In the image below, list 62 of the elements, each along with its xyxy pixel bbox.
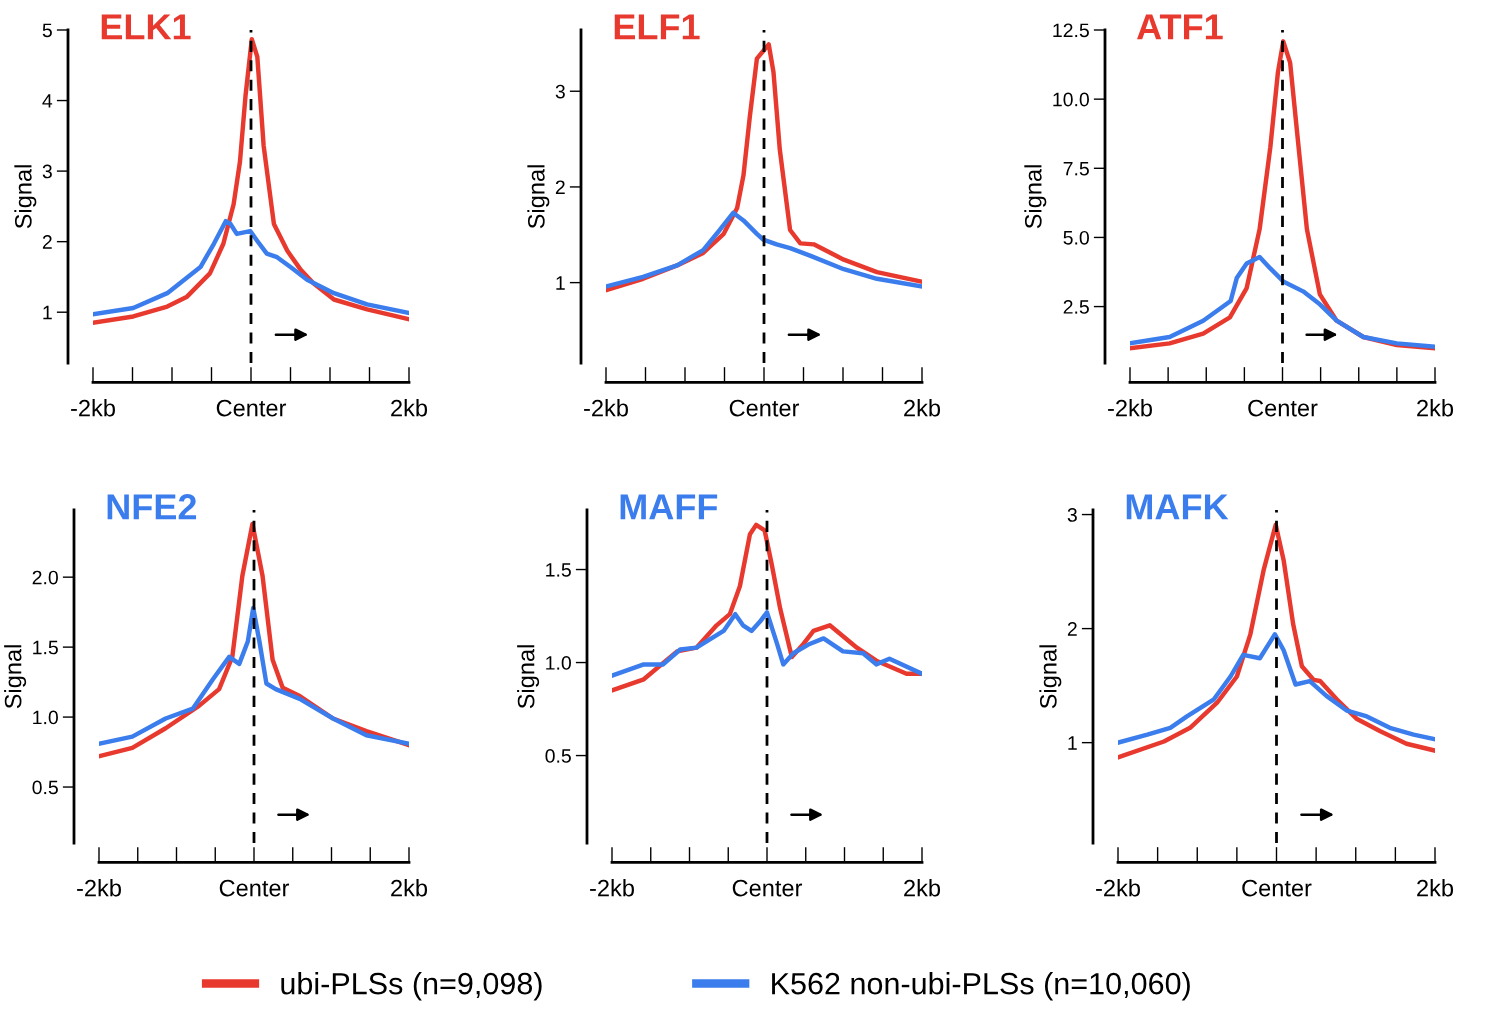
y-tick-label: 1.0 [546, 656, 571, 670]
y-tick-label: 10.0 [1053, 92, 1089, 107]
x-tick-label: -2kb [590, 879, 634, 897]
x-tick-label: Center [729, 399, 800, 417]
y-tick-label: 2 [1067, 622, 1077, 636]
y-tick-label: 5 [42, 23, 52, 38]
y-tick-label: 3 [42, 164, 52, 179]
y-tick-label: 2.5 [1063, 300, 1089, 314]
y-tick-label: 5.0 [1063, 230, 1089, 245]
line-series [99, 605, 409, 746]
chart-title: NFE2 [107, 494, 197, 520]
x-tick-label: 2kb [1417, 879, 1454, 897]
x-tick-label: 2kb [904, 399, 941, 417]
line-series [1118, 632, 1435, 745]
y-tick-label: 1.5 [33, 640, 58, 655]
x-tick-label: Center [216, 399, 287, 417]
y-tick-label: 7.5 [1063, 161, 1089, 176]
y-tick-label: 12.5 [1053, 23, 1089, 38]
x-tick-label: Center [219, 879, 290, 897]
y-axis-title: Signal [517, 645, 540, 709]
x-tick-label: -2kb [77, 879, 121, 897]
y-tick-label: 2 [42, 235, 52, 249]
line-series [612, 610, 922, 678]
y-tick-label: 0.5 [545, 749, 571, 763]
x-tick-label: 2kb [1417, 399, 1454, 417]
y-axis-title: Signal [527, 165, 550, 229]
y-tick-label: 2 [555, 180, 565, 194]
y-tick-label: 1 [556, 276, 565, 290]
x-tick-label: -2kb [1108, 399, 1152, 417]
x-tick-label: Center [732, 879, 803, 897]
y-tick-label: 3 [1067, 508, 1077, 522]
y-tick-label: 0.5 [32, 780, 58, 795]
x-tick-label: Center [1248, 399, 1318, 417]
line-series [606, 210, 922, 289]
y-axis-title: Signal [1039, 645, 1062, 709]
x-tick-label: 2kb [391, 399, 428, 417]
x-tick-label: -2kb [584, 399, 628, 417]
chart-title: MAFF [620, 494, 718, 520]
chart-title: MAFK [1126, 494, 1229, 520]
y-tick-label: 4 [42, 94, 53, 108]
chart-title: ELK1 [101, 14, 191, 40]
y-tick-label: 2.0 [32, 570, 58, 585]
legend-label: K562 non-ubi-PLSs (n=10,060) [772, 972, 1190, 1001]
chart-title: ELF1 [614, 14, 700, 40]
y-tick-label: 3 [555, 84, 565, 99]
x-tick-label: -2kb [1096, 879, 1140, 897]
y-tick-label: 1 [43, 305, 52, 320]
y-axis-title: Signal [4, 645, 27, 709]
y-tick-label: 1.0 [33, 710, 58, 725]
x-tick-label: 2kb [391, 879, 428, 897]
y-axis-title: Signal [14, 165, 37, 229]
y-axis-title: Signal [1024, 165, 1047, 229]
line-series [1130, 254, 1435, 349]
x-tick-label: -2kb [71, 399, 115, 417]
y-tick-label: 1 [1068, 736, 1077, 750]
legend-label: ubi-PLSs (n=9,098) [281, 972, 542, 1001]
line-series [93, 218, 409, 317]
line-series [1118, 522, 1435, 760]
x-tick-label: 2kb [904, 879, 941, 897]
chart-title: ATF1 [1137, 14, 1223, 40]
x-tick-label: Center [1242, 879, 1312, 897]
y-tick-label: 1.5 [546, 563, 571, 577]
